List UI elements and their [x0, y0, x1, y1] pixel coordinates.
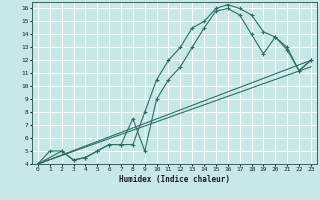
- X-axis label: Humidex (Indice chaleur): Humidex (Indice chaleur): [119, 175, 230, 184]
